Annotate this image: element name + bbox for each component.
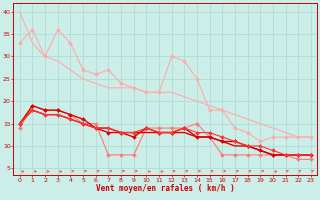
X-axis label: Vent moyen/en rafales ( km/h ): Vent moyen/en rafales ( km/h ) xyxy=(96,184,235,193)
